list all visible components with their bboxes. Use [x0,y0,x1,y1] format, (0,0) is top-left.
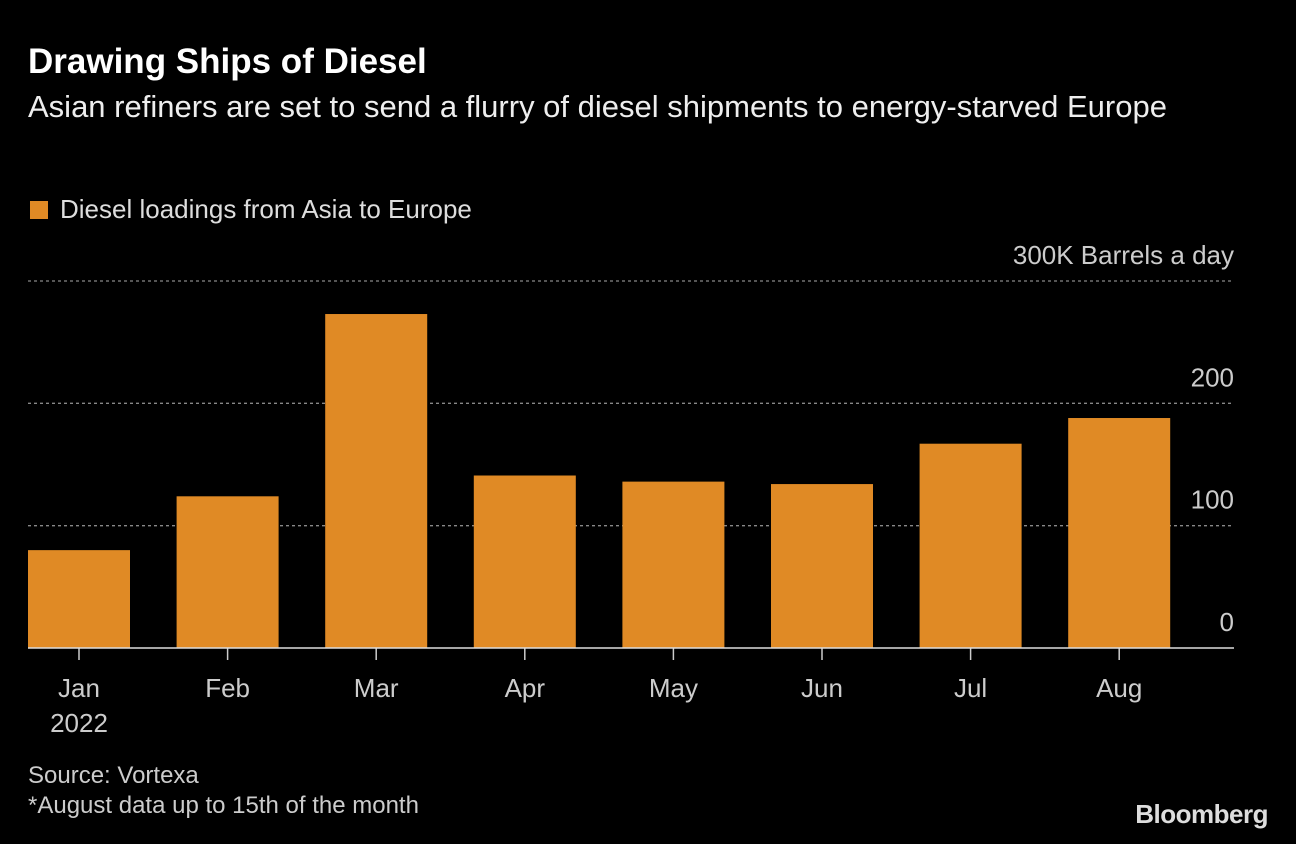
legend-label: Diesel loadings from Asia to Europe [60,194,472,224]
y-tick-label: 100 [1191,485,1234,515]
bloomberg-logo: Bloomberg [1135,799,1268,829]
x-tick-label: Aug [1096,673,1142,703]
footnote: *August data up to 15th of the month [28,792,419,819]
y-tick-label: 200 [1191,362,1234,392]
x-tick-label: Jan [58,673,100,703]
bar-mar [325,314,428,648]
bar-feb [176,496,279,648]
x-tick-label: Jul [954,673,987,703]
x-tick-label: May [649,673,698,703]
bar-may [622,481,725,648]
x-tick-label: Jun [801,673,843,703]
chart-subtitle: Asian refiners are set to send a flurry … [28,89,1167,124]
bar-jan [28,550,130,648]
bar-apr [473,475,576,648]
chart-title: Drawing Ships of Diesel [28,42,427,81]
legend-swatch [30,200,48,219]
source-note: Source: Vortexa [28,762,199,789]
x-tick-label: Feb [205,673,250,703]
y-tick-label: 300K Barrels a day [1013,240,1234,270]
bar-jul [919,443,1022,648]
x-tick-label: Mar [354,673,399,703]
bar-aug [1068,418,1171,648]
legend: Diesel loadings from Asia to Europe [30,194,472,225]
y-tick-label: 0 [1220,607,1234,637]
bar-jun [771,484,873,648]
x-tick-sublabel: 2022 [50,708,108,738]
x-tick-label: Apr [505,673,546,703]
